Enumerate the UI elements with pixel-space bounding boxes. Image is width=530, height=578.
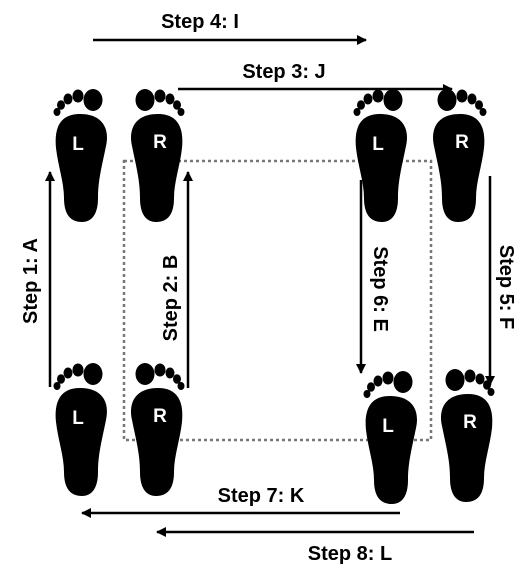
foot-letter-right: R — [463, 412, 477, 433]
label-step-8: Step 8: L — [308, 543, 392, 565]
label-step-3: Step 3: J — [242, 61, 325, 83]
foot-letter-left: L — [72, 134, 84, 155]
footprint-left-bottom-left: L — [53, 363, 107, 496]
footprint-right-bottom-right: R — [441, 369, 495, 502]
label-step-1: Step 1: A — [20, 238, 42, 324]
foot-letter-left: L — [382, 416, 394, 437]
dotted-square — [122, 159, 433, 442]
footprint-right-top-right: R — [433, 89, 487, 222]
footprint-right-bottom-left: R — [131, 363, 185, 496]
label-step-7: Step 7: K — [218, 485, 305, 507]
foot-letter-right: R — [455, 132, 469, 153]
foot-letter-left: L — [372, 134, 384, 155]
label-step-4: Step 4: I — [161, 11, 239, 33]
footprint-left-top-left: L — [53, 89, 107, 222]
foot-letter-right: R — [153, 406, 167, 427]
label-step-6: Step 6: E — [369, 246, 391, 332]
footprint-left-bottom-right: L — [363, 371, 417, 504]
label-step-5: Step 5: F — [495, 245, 517, 329]
foot-letter-right: R — [153, 132, 167, 153]
footprint-left-top-right: L — [353, 89, 407, 222]
label-step-2: Step 2: B — [160, 255, 182, 342]
foot-letter-left: L — [72, 408, 84, 429]
footprint-right-top-left: R — [131, 89, 185, 222]
